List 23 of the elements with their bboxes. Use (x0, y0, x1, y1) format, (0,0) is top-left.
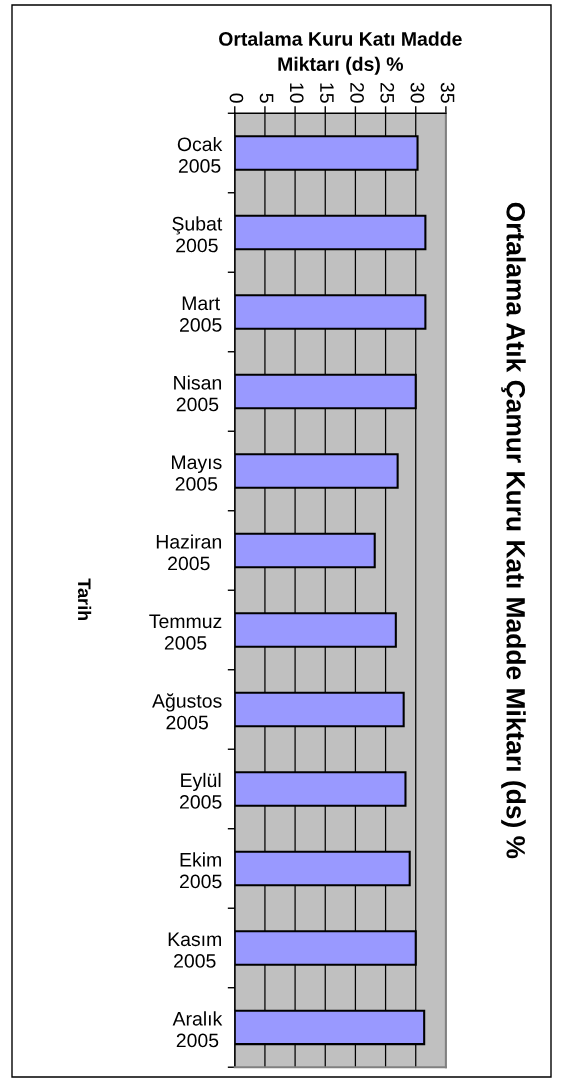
x-tick-label: 30 (410, 82, 425, 103)
x-tick-label: 20 (350, 82, 364, 103)
x-tick-label: 10 (289, 83, 304, 103)
text: Ortalama Atık Çamur Kuru Katı Madde Miktarı (ds) % (501, 202, 526, 859)
y-tick-label: Mayıs 2005 (172, 455, 222, 491)
x-tick-label: 0 (229, 93, 244, 103)
y-tick-label: Şubat 2005 (172, 216, 223, 253)
y-tick-label: Temmuz 2005 (149, 614, 222, 650)
x-tick-label: 5 (259, 93, 274, 103)
y-tick-label: Ağustos 2005 (152, 693, 222, 730)
y-tick-label: Mart 2005 (180, 296, 222, 332)
y-tick-label: Haziran 2005 (156, 534, 222, 571)
y-tick-label: Aralık 2005 (172, 1011, 223, 1048)
y-tick-label: Kasım 2005 (168, 932, 221, 968)
y-tick-label: Nisan 2005 (174, 375, 222, 412)
x-tick-label: 35 (440, 82, 455, 103)
y-axis-title: Tarih (77, 578, 92, 621)
y-tick-label: Eylül 2005 (180, 772, 222, 809)
x-axis-title: Ortalama Kuru Katı Madde Miktarı (ds) % (219, 31, 462, 75)
y-tick-label: Ekim 2005 (180, 852, 222, 889)
y-tick-label: Ocak 2005 (177, 136, 223, 173)
x-tick-label: 25 (380, 82, 395, 103)
x-tick-label: 15 (320, 83, 334, 103)
